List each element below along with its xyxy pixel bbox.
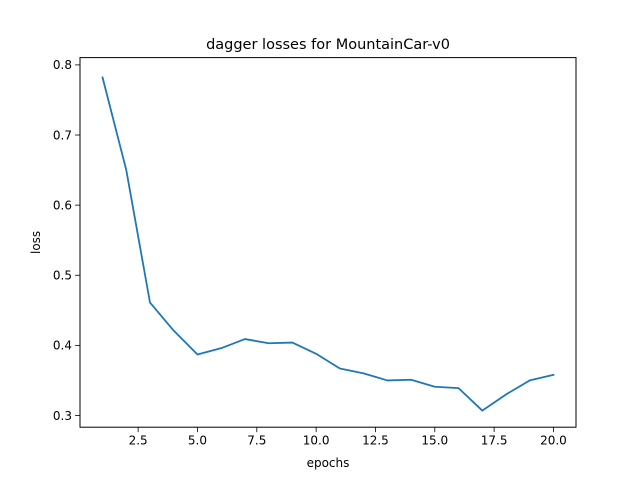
y-tick-label: 0.5 bbox=[53, 269, 72, 283]
y-tick-label: 0.4 bbox=[53, 339, 72, 353]
x-tick-label: 2.5 bbox=[129, 434, 148, 448]
x-tick-label: 17.5 bbox=[481, 434, 508, 448]
x-tick-label: 5.0 bbox=[188, 434, 207, 448]
y-axis-ticks: 0.3 0.4 0.5 0.6 0.7 0.8 bbox=[53, 58, 80, 423]
plot-frame bbox=[79, 57, 577, 428]
loss-series-line bbox=[101, 76, 555, 412]
y-tick-label: 0.6 bbox=[53, 198, 72, 212]
x-tick-label: 10.0 bbox=[303, 434, 330, 448]
x-tick-label: 15.0 bbox=[421, 434, 448, 448]
x-axis-label: epochs bbox=[307, 456, 350, 470]
x-tick-label: 20.0 bbox=[540, 434, 567, 448]
y-tick-label: 0.3 bbox=[53, 409, 72, 423]
x-axis-ticks: 2.5 5.0 7.5 10.0 12.5 15.0 17.5 20.0 bbox=[129, 427, 567, 448]
y-tick-label: 0.7 bbox=[53, 128, 72, 142]
x-tick-label: 12.5 bbox=[362, 434, 389, 448]
y-axis-label: loss bbox=[29, 231, 43, 254]
x-tick-label: 7.5 bbox=[247, 434, 266, 448]
y-tick-label: 0.8 bbox=[53, 58, 72, 72]
chart-title: dagger losses for MountainCar-v0 bbox=[206, 37, 450, 53]
